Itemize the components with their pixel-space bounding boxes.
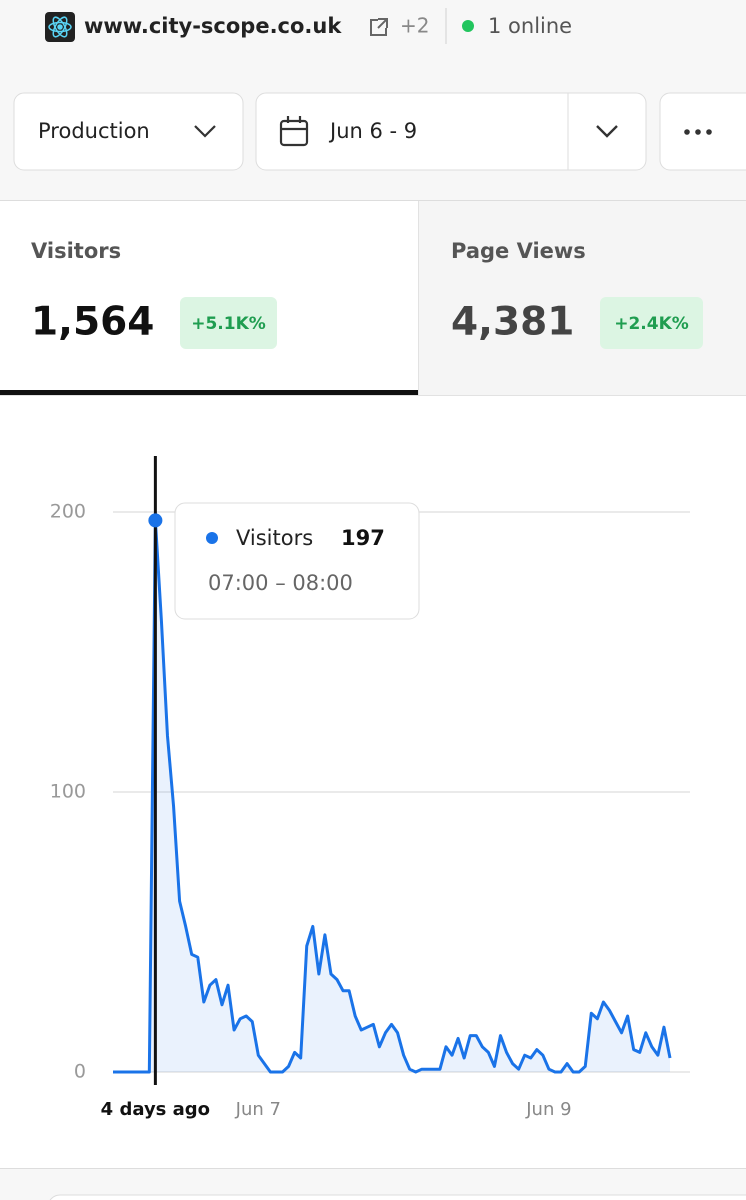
x-tick-label: 4 days ago — [101, 1099, 210, 1120]
chevron — [194, 125, 216, 138]
external-link-icon[interactable] — [370, 18, 388, 36]
tooltip-box — [174, 502, 420, 620]
x-tick-label: Jun 7 — [235, 1099, 281, 1120]
tooltip: Visitors 197 07:00 – 08:00 — [174, 502, 420, 620]
online-dot — [462, 20, 474, 32]
extra-sites[interactable]: +2 — [400, 14, 429, 38]
y-tick-label: 0 — [74, 1061, 86, 1083]
online-count: 1 online — [488, 14, 572, 38]
change-badge — [180, 297, 277, 349]
y-tick-label: 100 — [50, 781, 86, 803]
stat-label: Visitors — [31, 239, 121, 263]
x-tick-label: Jun 9 — [525, 1099, 571, 1120]
date-select[interactable] — [255, 92, 647, 171]
environment-select[interactable] — [13, 92, 244, 171]
change-badge — [600, 297, 703, 349]
tooltip-value: 197 — [341, 526, 385, 550]
stat-change: +5.1K% — [191, 314, 266, 334]
more-icon — [684, 129, 712, 135]
stat-change: +2.4K% — [614, 314, 689, 334]
environment-label: Production — [38, 119, 150, 143]
chart: 0 100 200 4 days ago Jun 7 Jun 9 Visitors 197 07… — [50, 456, 690, 1120]
stat-value: 4,381 — [451, 300, 574, 345]
stat-value: 1,564 — [31, 300, 154, 345]
react-logo — [48, 16, 72, 38]
next-card — [49, 1194, 746, 1200]
y-tick-label: 200 — [50, 501, 86, 523]
date-dropdown[interactable] — [596, 125, 618, 138]
stat-label: Page Views — [451, 239, 586, 263]
legend-dot — [206, 532, 218, 544]
active-tab-indicator — [0, 390, 418, 395]
calendar-icon — [279, 116, 309, 147]
area — [113, 520, 670, 1072]
tooltip-time: 07:00 – 08:00 — [208, 571, 353, 595]
site-name[interactable]: www.city-scope.co.uk — [84, 14, 342, 38]
line — [113, 518, 672, 1074]
tooltip-series: Visitors — [236, 526, 313, 550]
hover-point — [148, 513, 163, 528]
date-range: Jun 6 - 9 — [328, 119, 417, 143]
more-button[interactable] — [659, 92, 746, 171]
